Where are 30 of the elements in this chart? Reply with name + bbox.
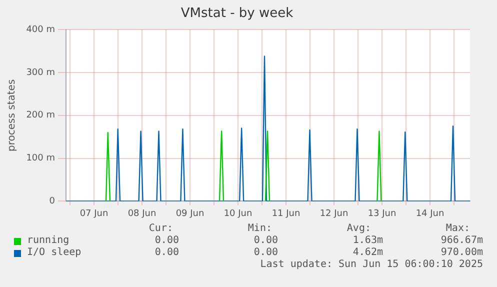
x-tick-label: 08 Jun bbox=[128, 208, 156, 219]
text: 1.63m bbox=[352, 235, 383, 247]
text: 966.67m bbox=[440, 235, 483, 247]
x-tick-label: 14 Jun bbox=[416, 208, 444, 219]
text: Cur: bbox=[148, 223, 173, 235]
text: Max: bbox=[446, 223, 470, 235]
text: 4.62m bbox=[352, 247, 383, 259]
x-tick-label: 09 Jun bbox=[176, 208, 204, 219]
y-tick-label: 100 m bbox=[26, 154, 55, 164]
text: 0.00 bbox=[254, 247, 278, 259]
y-tick-label: 400 m bbox=[26, 24, 55, 35]
legend-label: running bbox=[27, 235, 70, 247]
y-tick-label: 200 m bbox=[26, 110, 55, 121]
chart-title: VMstat - by week bbox=[180, 6, 294, 22]
x-tick-label: 13 Jun bbox=[368, 208, 396, 219]
x-tick-label: 12 Jun bbox=[320, 208, 348, 219]
x-tick-label: 11 Jun bbox=[272, 208, 300, 219]
y-axis-title: process states bbox=[6, 79, 18, 152]
legend-label: I/O sleep bbox=[27, 247, 82, 259]
text: 0.00 bbox=[154, 235, 179, 247]
text: 970.00m bbox=[440, 247, 483, 259]
y-tick-label: 0 bbox=[49, 196, 56, 207]
text: 0.00 bbox=[254, 235, 278, 247]
text: Last update: Sun Jun 15 06:00:10 2025 bbox=[260, 259, 483, 271]
text: Min: bbox=[248, 223, 272, 235]
x-tick-label: 07 Jun bbox=[80, 208, 108, 219]
text: Avg: bbox=[346, 223, 371, 235]
y-tick-label: 300 m bbox=[26, 68, 55, 78]
text: 0.00 bbox=[154, 247, 179, 259]
x-tick-label: 10 Jun bbox=[224, 208, 252, 219]
